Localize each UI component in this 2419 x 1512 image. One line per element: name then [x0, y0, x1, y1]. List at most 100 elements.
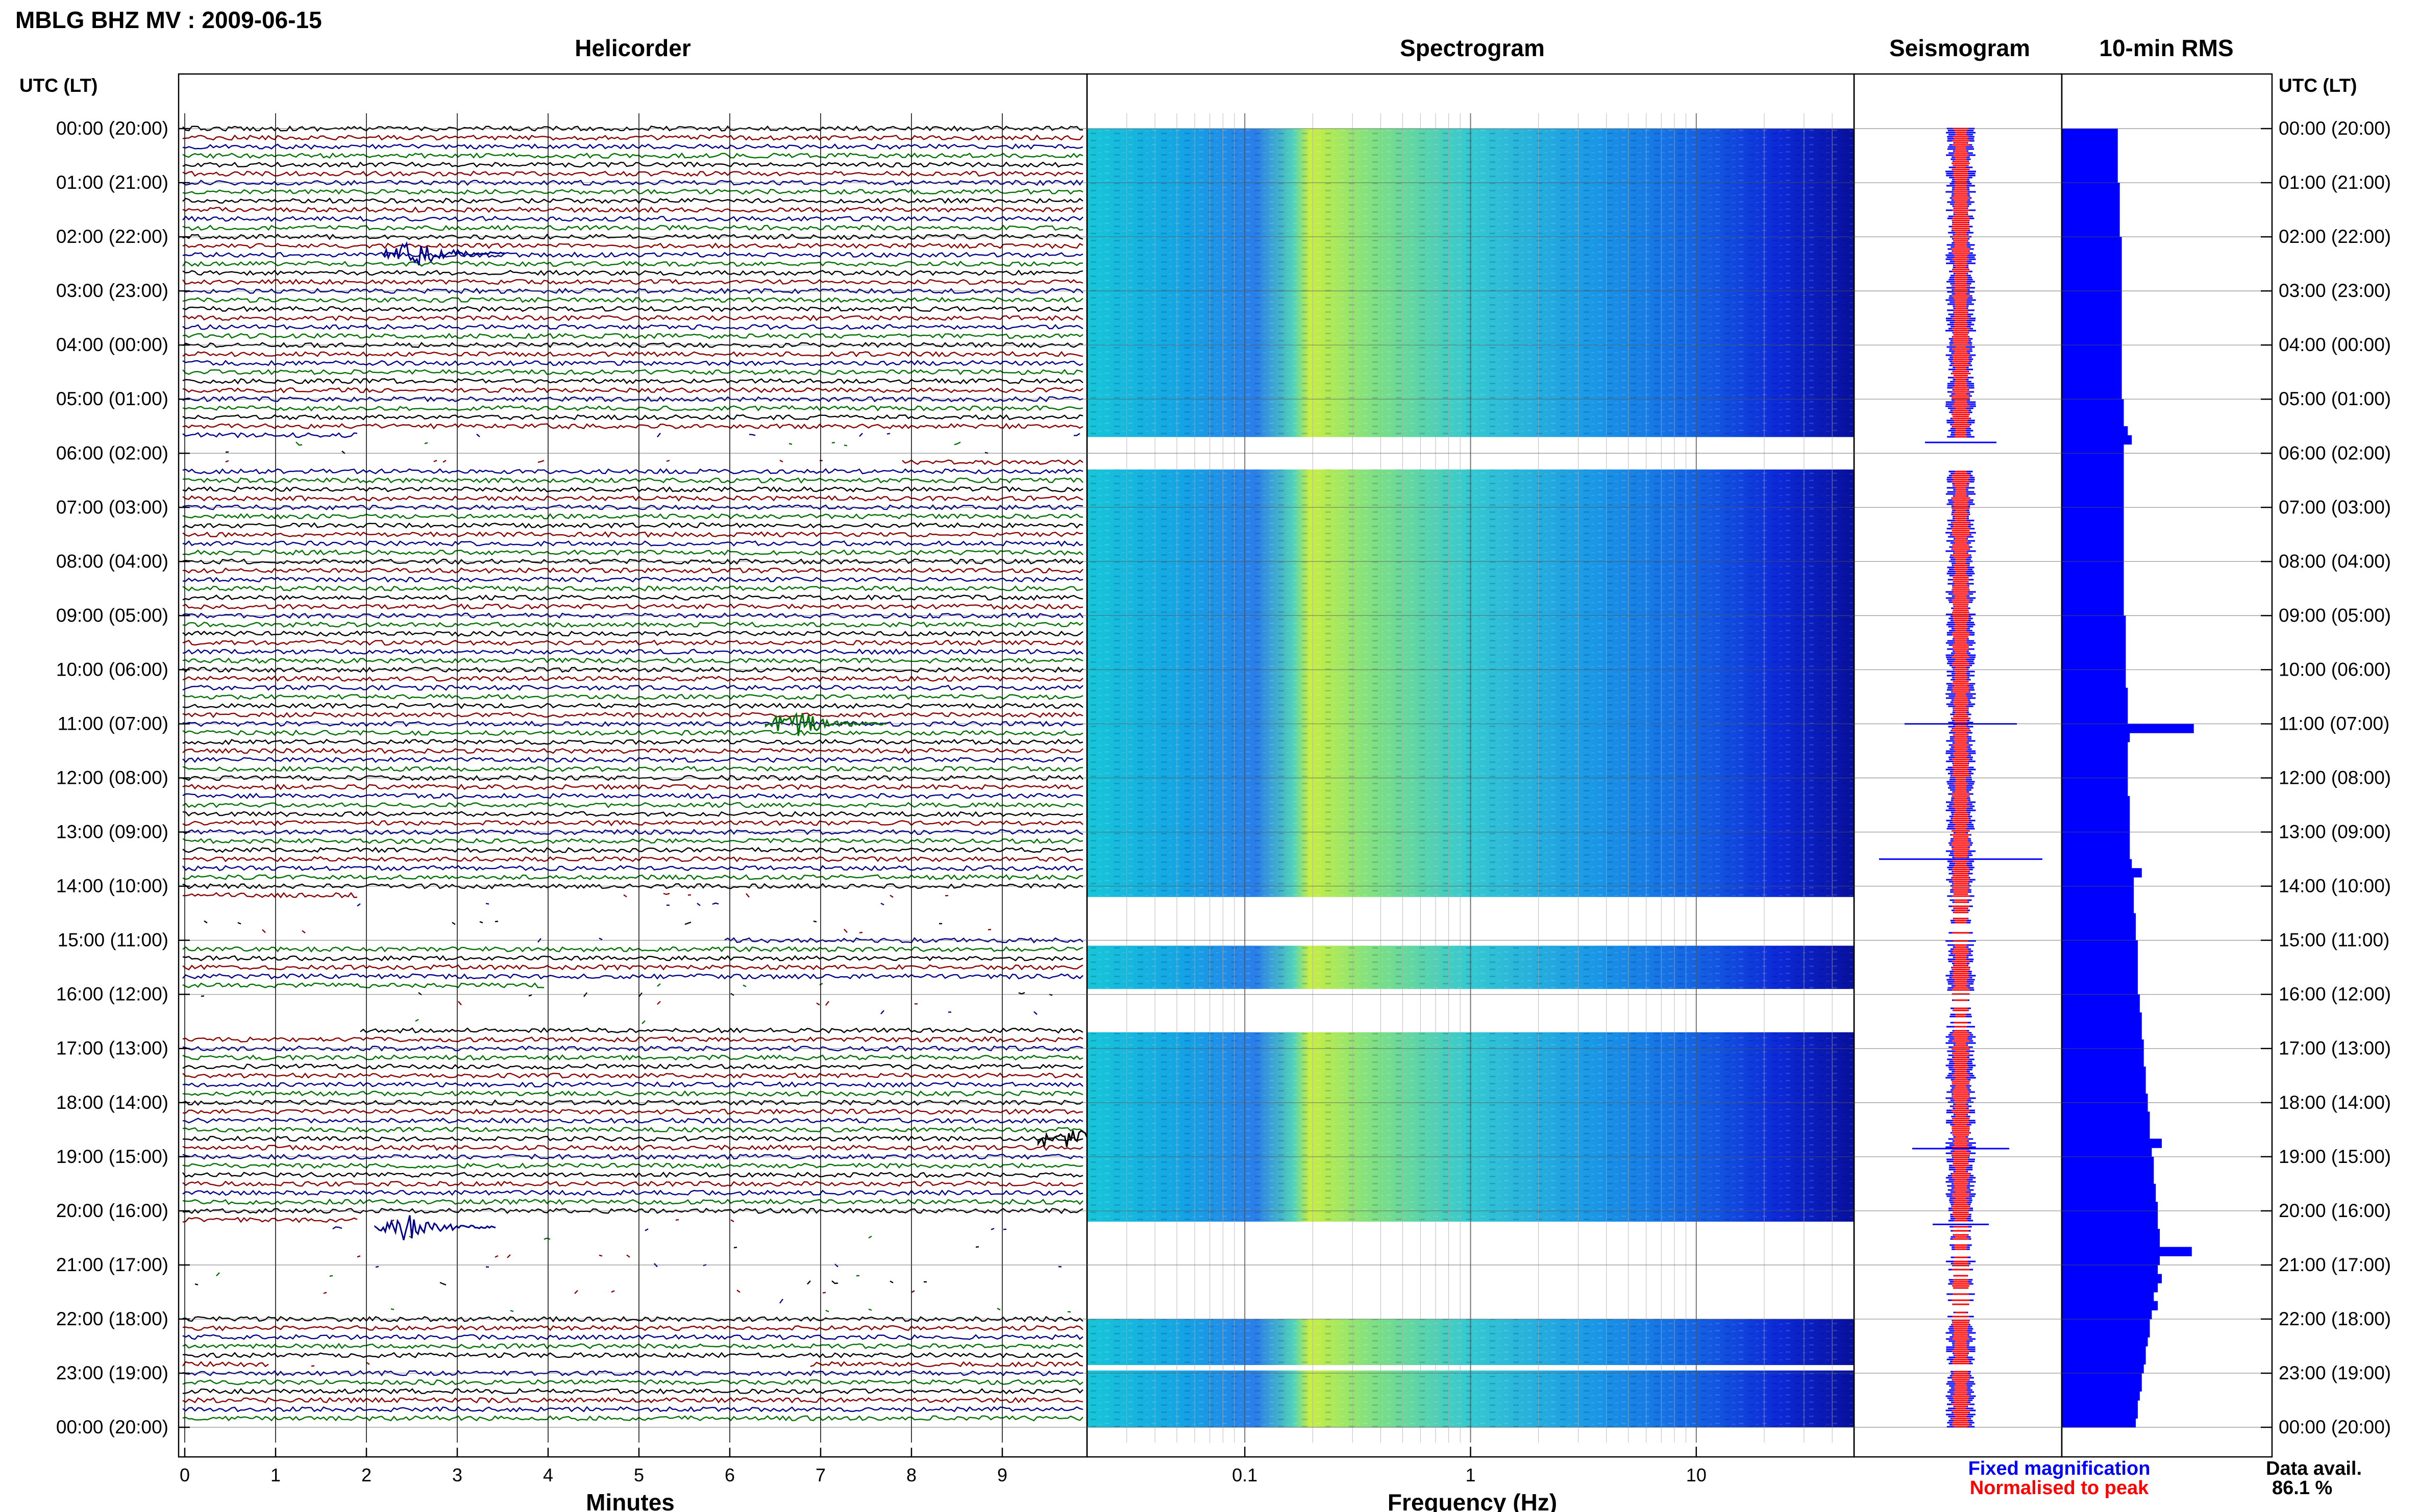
trace-row: [182, 648, 1083, 655]
trace-row: [182, 946, 1083, 953]
rms-bar: [2062, 489, 2124, 499]
trace-row: [182, 711, 1083, 718]
trace-row: [182, 567, 1083, 574]
trace-row: [182, 314, 1083, 321]
trace-row: [182, 729, 1083, 736]
page-title: MBLG BHZ MV : 2009-06-15: [15, 7, 322, 33]
rms-panel: [2062, 129, 2194, 1428]
spectrogram-x-axis-label: Frequency (Hz): [1388, 1489, 1557, 1512]
time-label-right: 18:00 (14:00): [2279, 1092, 2391, 1113]
trace-row: [183, 1218, 1077, 1222]
trace-row: [182, 1379, 1083, 1385]
rms-bar: [2062, 1012, 2142, 1022]
rms-bar: [2062, 453, 2124, 463]
rms-bar: [2062, 1067, 2146, 1076]
rms-bar: [2062, 381, 2122, 391]
rms-bar: [2062, 1229, 2160, 1238]
trace-row: [182, 1334, 1083, 1341]
trace-row: [182, 306, 1083, 312]
rms-bar: [2062, 291, 2122, 301]
rms-bar: [2062, 760, 2128, 770]
trace-row: [182, 341, 1083, 349]
rms-bar: [2062, 1237, 2160, 1248]
time-label-right: 19:00 (15:00): [2279, 1146, 2391, 1167]
rms-bar: [2062, 173, 2118, 183]
trace-row: [182, 811, 1083, 817]
rms-bar: [2062, 1166, 2154, 1175]
trace-row: [182, 161, 1083, 168]
axes: 00:00 (20:00) 00:00 (20:00) 01:00 (21:00) 0…: [56, 73, 2391, 1485]
trace-row: [182, 964, 1083, 971]
frequency-tick-label: 10: [1686, 1465, 1707, 1485]
trace-row: [182, 1036, 1083, 1043]
rms-bar: [2062, 552, 2124, 562]
trace-row: [182, 783, 1083, 790]
trace-row: [182, 630, 1083, 637]
rms-bar: [2062, 1274, 2162, 1283]
time-label-left: 02:00 (22:00): [56, 226, 168, 247]
rms-bar: [2062, 255, 2122, 264]
trace-row: [182, 756, 1083, 763]
time-label-right: 23:00 (19:00): [2279, 1362, 2391, 1383]
trace-row: [182, 666, 1083, 673]
trace-row: [182, 396, 1083, 403]
rms-bar: [2062, 796, 2130, 806]
trace-row: [182, 134, 1083, 141]
rms-bar: [2062, 336, 2122, 345]
minute-tick-label: 2: [361, 1465, 372, 1485]
trace-row: [182, 477, 1083, 484]
rms-bar: [2062, 1111, 2150, 1121]
trace-row: [182, 856, 1083, 862]
rms-bar: [2062, 1283, 2158, 1293]
trace-row: [182, 242, 1083, 250]
rms-bar: [2062, 778, 2128, 787]
rms-bar: [2062, 146, 2118, 156]
rms-bar: [2062, 1148, 2152, 1157]
rms-bar: [2062, 1129, 2150, 1139]
availability-label: Data avail.: [2266, 1458, 2362, 1479]
trace-row: [182, 864, 1083, 872]
trace-row: [182, 585, 1083, 592]
time-label-left: 15:00 (11:00): [58, 930, 168, 951]
minute-tick-label: 9: [997, 1465, 1007, 1485]
time-label-left: 08:00 (04:00): [56, 551, 168, 572]
spectrogram-title: Spectrogram: [1400, 35, 1545, 61]
time-label-right: 00:00 (20:00): [2279, 1417, 2391, 1437]
rms-bar: [2062, 1319, 2150, 1329]
time-label-right: 04:00 (00:00): [2279, 334, 2391, 355]
trace-row: [182, 847, 1083, 853]
trace-row: [296, 442, 1080, 446]
rms-bar: [2062, 841, 2130, 851]
event-burst: [374, 1215, 496, 1241]
trace-row: [324, 1290, 1071, 1294]
rms-bar: [2062, 805, 2130, 814]
rms-bar: [2062, 164, 2118, 174]
frequency-tick-label: 1: [1465, 1465, 1475, 1485]
rms-bar: [2062, 571, 2124, 580]
rms-bar: [2062, 300, 2122, 310]
rms-bar: [2062, 507, 2124, 517]
time-label-left: 17:00 (13:00): [56, 1038, 168, 1059]
trace-row: [182, 1415, 1083, 1422]
rms-bar: [2062, 714, 2128, 725]
trace-row: [182, 721, 1083, 727]
rms-bar: [2062, 1418, 2136, 1428]
rms-bar: [2062, 1094, 2148, 1103]
rms-bar: [2062, 832, 2130, 841]
time-label-right: 13:00 (09:00): [2279, 822, 2391, 842]
rms-bar: [2062, 245, 2122, 256]
legend-fixed: Fixed magnification: [1968, 1458, 2151, 1479]
rms-bar: [2062, 1310, 2152, 1320]
time-label-left: 11:00 (07:00): [58, 713, 168, 734]
trace-row: [182, 279, 1083, 285]
time-label-right: 22:00 (18:00): [2279, 1308, 2391, 1329]
trace-row: [182, 973, 1083, 980]
trace-row: [182, 368, 1083, 376]
rms-bar: [2062, 498, 2124, 508]
rms-bar: [2062, 1265, 2158, 1275]
rms-bar: [2062, 769, 2128, 779]
trace-row: [182, 197, 1083, 204]
trace-row: [182, 351, 1083, 358]
time-label-left: 14:00 (10:00): [56, 876, 168, 897]
time-label-left: 10:00 (06:00): [56, 659, 168, 680]
